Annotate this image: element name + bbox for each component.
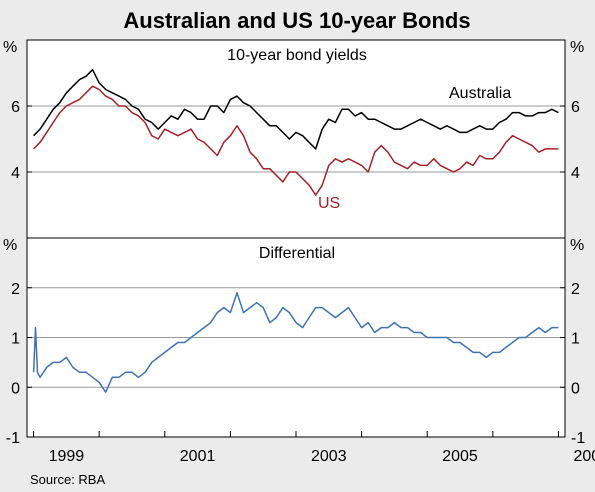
x-tick-label: 2001 [180, 448, 216, 465]
series-line-differential [32, 291, 559, 393]
bottom-y-tick-labels-right: -1 0 1 2 [571, 281, 585, 447]
top-unit-right: % [570, 39, 584, 56]
y-tick-label-left: 4 [11, 165, 20, 182]
series-line-us [33, 85, 559, 196]
x-tick-label: 2007 [573, 448, 595, 465]
bottom-unit-right: % [570, 237, 584, 254]
y-tick-label-left: 1 [11, 331, 20, 348]
y-tick-label-right: 0 [571, 380, 580, 397]
bottom-series-group [32, 291, 559, 393]
y-tick-label-left: 0 [11, 380, 20, 397]
y-tick-label-right: 1 [571, 331, 580, 348]
top-y-tick-labels-left: 46 [11, 99, 20, 182]
top-panel-title: 10-year bond yields [227, 47, 367, 64]
bottom-panel-title: Differential [259, 245, 335, 262]
x-axis-ticks [33, 431, 559, 437]
y-tick-label-left: 2 [11, 281, 20, 298]
y-tick-label-right: 4 [571, 165, 580, 182]
y-tick-label-left: 6 [11, 99, 20, 116]
y-tick-label-right: -1 [571, 430, 585, 447]
bottom-y-tick-labels-left: -1 0 1 2 [6, 281, 20, 447]
series-line-australia [33, 68, 559, 150]
series-label-us: US [318, 195, 340, 212]
y-tick-label-right: 6 [571, 99, 580, 116]
y-tick-label-left: -1 [6, 430, 20, 447]
y-tick-label-right: 2 [571, 281, 580, 298]
top-unit-left: % [3, 39, 17, 56]
x-tick-label: 2005 [442, 448, 478, 465]
x-axis-tick-labels: 1999 2001 2003 2005 2007 [49, 448, 595, 465]
series-label-australia: Australia [449, 85, 511, 102]
top-y-tick-labels-right: 46 [571, 99, 580, 182]
x-tick-label: 1999 [49, 448, 85, 465]
chart-title: Australian and US 10-year Bonds [123, 8, 470, 33]
top-series-group [33, 68, 559, 196]
bottom-unit-left: % [3, 237, 17, 254]
source-note: Source: RBA [30, 472, 105, 487]
x-tick-label: 2003 [311, 448, 347, 465]
bottom-panel-grid [27, 287, 565, 438]
